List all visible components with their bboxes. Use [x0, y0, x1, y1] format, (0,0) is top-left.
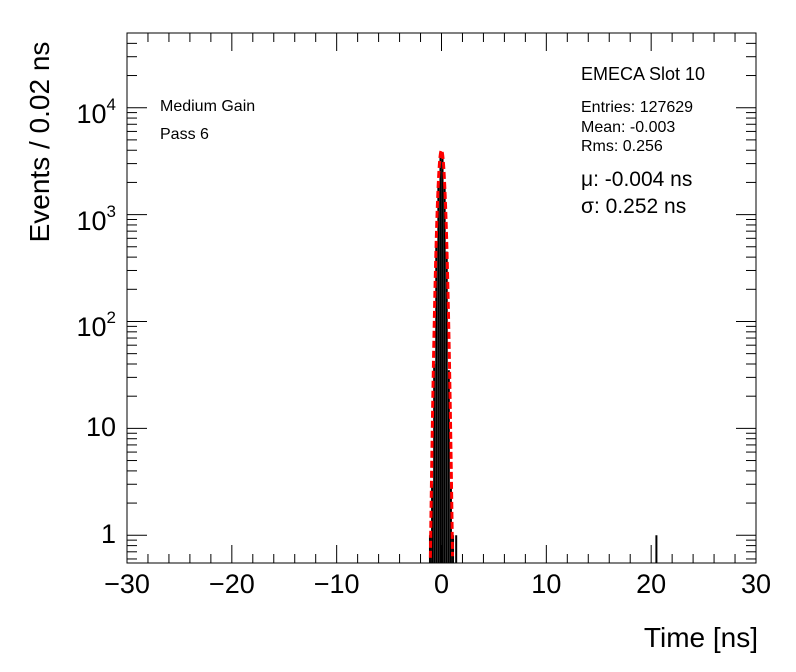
y-axis-title: Events / 0.02 ns — [24, 41, 55, 243]
chart-title: EMECA Slot 10 — [581, 64, 706, 84]
gain-label: Medium Gain — [160, 98, 256, 115]
stats-rms: Rms: 0.256 — [581, 138, 663, 155]
axis-ticks — [126, 32, 757, 563]
fit-sigma: σ: 0.252 ns — [581, 195, 687, 218]
x-tick-label: −20 — [208, 569, 255, 599]
y-tick-label: 104 — [76, 94, 116, 129]
x-tick-label: 10 — [531, 569, 562, 599]
stats-mean: Mean: -0.003 — [581, 119, 676, 136]
x-tick-label: −30 — [104, 569, 150, 599]
x-axis-title: Time [ns] — [643, 622, 758, 653]
x-tick-label: 30 — [740, 569, 772, 599]
x-tick-label: −10 — [313, 569, 360, 599]
pass-label: Pass 6 — [160, 126, 209, 143]
y-tick-label: 103 — [76, 201, 116, 236]
gaussian-fit-curve — [428, 148, 455, 558]
y-tick-label: 1 — [100, 519, 116, 550]
gaussian-fit-series — [428, 148, 455, 558]
y-tick-label: 10 — [85, 412, 116, 443]
x-tick-label: 0 — [433, 569, 450, 599]
y-tick-label: 102 — [76, 308, 116, 343]
stats-entries: Entries: 127629 — [581, 99, 694, 116]
fit-mu: μ: -0.004 ns — [581, 168, 693, 191]
x-tick-label: 20 — [636, 569, 667, 599]
